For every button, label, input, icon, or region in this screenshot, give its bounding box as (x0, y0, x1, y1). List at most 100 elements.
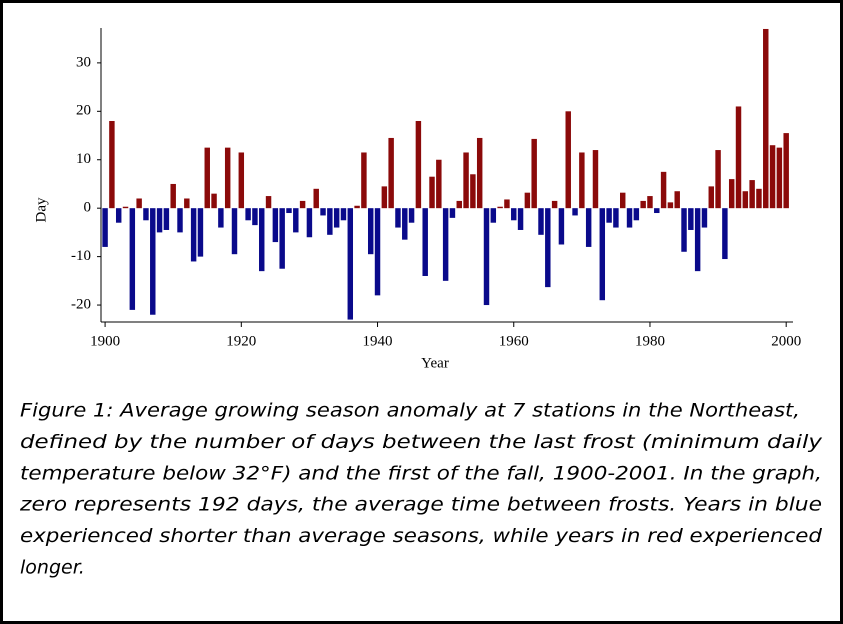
bar (722, 208, 728, 260)
bar (354, 205, 360, 209)
x-tick-label: 2000 (771, 333, 801, 349)
x-tick-label: 1920 (226, 333, 256, 349)
bar (504, 199, 510, 209)
bar (701, 208, 708, 228)
bar (429, 176, 435, 209)
bar (320, 208, 326, 216)
bar (476, 137, 483, 209)
bar (783, 133, 789, 209)
caption-line: temperature below 32°F) and the first of… (20, 462, 822, 484)
bar (769, 145, 776, 209)
bar (143, 208, 149, 221)
bar (327, 208, 333, 235)
bar (538, 208, 544, 235)
bar (606, 208, 612, 223)
bar (415, 120, 422, 209)
y-tick-label: -20 (71, 296, 91, 312)
bar (776, 147, 783, 209)
bar (340, 208, 347, 221)
bar (286, 208, 292, 214)
bar (238, 152, 245, 209)
bar (558, 208, 565, 245)
bar (660, 171, 667, 209)
bar (728, 179, 735, 209)
bar (592, 150, 599, 209)
y-tick-label: 0 (84, 200, 92, 216)
bar (388, 137, 394, 209)
bar (381, 186, 388, 209)
bar (129, 208, 136, 310)
bar (299, 200, 306, 209)
bar (463, 152, 469, 209)
bar (708, 186, 714, 209)
bar (735, 106, 742, 209)
bar (756, 188, 762, 209)
caption-line: Figure 1: Average growing season anomaly… (20, 400, 800, 422)
bar (374, 208, 381, 296)
bar (231, 208, 238, 255)
bar (620, 192, 626, 209)
bar (177, 208, 183, 233)
x-tick-label: 1960 (499, 333, 529, 349)
x-tick-label: 1940 (363, 333, 393, 349)
bar (259, 208, 265, 272)
x-axis-label: Year (421, 355, 449, 371)
bar (681, 208, 687, 252)
y-tick-label: 10 (76, 151, 91, 167)
bar (197, 208, 204, 257)
bar (456, 200, 462, 209)
y-axis-label: Day (33, 197, 49, 222)
bar (572, 208, 578, 216)
bar (599, 208, 606, 301)
bar (224, 147, 231, 209)
x-tick-label: 1980 (635, 333, 665, 349)
bar (490, 208, 497, 223)
bar (279, 208, 285, 269)
bar (626, 208, 633, 228)
bar (715, 150, 721, 209)
bar (265, 196, 272, 209)
bar (170, 183, 176, 209)
bar (402, 208, 408, 240)
bar (252, 208, 258, 226)
bar (742, 191, 749, 209)
caption-line: defined by the number of days between th… (20, 431, 823, 453)
bar (449, 208, 456, 218)
bar (272, 208, 279, 243)
bar (694, 208, 701, 272)
bar (156, 208, 163, 233)
caption-line: zero represents 192 days, the average ti… (19, 494, 822, 516)
bar (442, 208, 449, 281)
caption-line: experienced shorter than average seasons… (20, 525, 823, 547)
bar (184, 198, 190, 209)
bar (333, 208, 340, 228)
bar (367, 208, 374, 255)
bar (109, 120, 115, 209)
bar (361, 152, 367, 209)
bar (347, 208, 354, 320)
bar (579, 152, 585, 209)
x-tick-label: 1900 (90, 333, 120, 349)
bar (613, 208, 619, 228)
bar (102, 208, 108, 247)
bar (136, 198, 142, 209)
bar (633, 208, 640, 221)
bar (531, 138, 537, 209)
bar (654, 208, 660, 214)
bar (545, 208, 551, 288)
bar (497, 206, 503, 209)
bar (122, 206, 129, 209)
bar (667, 202, 674, 209)
caption-line: longer. (20, 557, 85, 579)
bar (749, 180, 755, 209)
bar (245, 208, 251, 221)
bar (218, 208, 224, 228)
bar (313, 188, 319, 209)
bar (163, 208, 170, 230)
bar (115, 208, 122, 223)
bar (190, 208, 197, 262)
bar (483, 208, 490, 306)
bar (640, 200, 646, 209)
bar (511, 208, 517, 221)
bar (674, 191, 680, 209)
